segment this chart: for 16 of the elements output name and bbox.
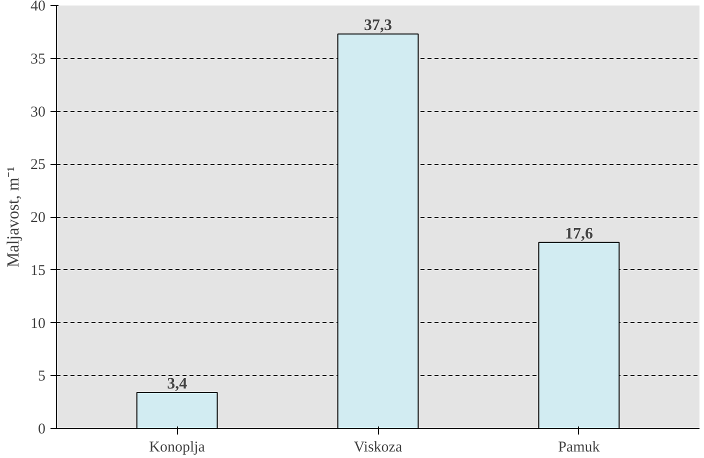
y-tick-label: 20: [30, 210, 46, 226]
data-label: 3,4: [167, 376, 188, 393]
x-tick-label: Pamuk: [558, 440, 600, 456]
y-tick-label: 35: [30, 51, 46, 68]
y-tick-label: 30: [30, 104, 46, 120]
y-tick-label: 15: [30, 262, 46, 279]
x-tick-label: Konoplja: [149, 440, 206, 456]
y-tick-label: 10: [30, 316, 46, 332]
y-axis-title: Maljavost, m⁻¹: [4, 166, 22, 268]
data-label: 17,6: [564, 225, 593, 242]
y-tick-label: 0: [38, 422, 46, 438]
y-tick-label: 5: [38, 368, 46, 385]
y-tick-label: 25: [30, 157, 46, 174]
x-tick-label: Viskoza: [354, 440, 402, 456]
y-tick-label: 40: [30, 0, 46, 14]
data-label: 37,3: [364, 17, 392, 34]
